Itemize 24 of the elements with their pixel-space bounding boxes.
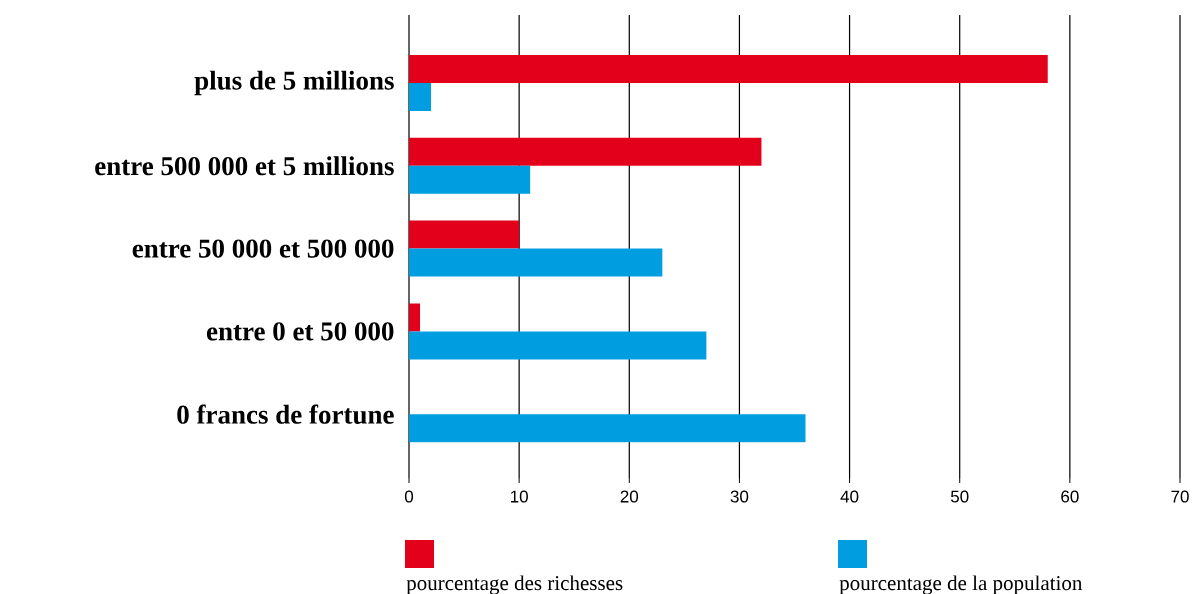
- x-tick-label: 40: [840, 490, 859, 503]
- bar: [409, 414, 806, 443]
- y-tick-label: entre 500 000 et 5 millions: [95, 156, 394, 176]
- legend-label: pourcentage des richesses: [406, 575, 623, 594]
- x-tick-label: 60: [1061, 490, 1079, 503]
- bar: [409, 54, 1048, 83]
- x-tick-label: 30: [730, 490, 749, 503]
- y-tick-label: 0 francs de fortune: [177, 404, 394, 424]
- y-tick-label: entre 0 et 50 000: [206, 322, 394, 341]
- y-tick-label: plus de 5 millions: [194, 70, 394, 96]
- bar: [409, 331, 707, 360]
- bar: [409, 137, 762, 166]
- legend-label: pourcentage de la population: [839, 575, 1083, 594]
- x-tick-label: 50: [950, 490, 969, 503]
- x-tick-label: 20: [620, 490, 639, 503]
- bar: [409, 248, 663, 277]
- y-tick-label: entre 50 000 et 500 000: [132, 239, 394, 258]
- x-tick-label: 0: [404, 490, 414, 503]
- bar: [409, 220, 520, 249]
- x-tick-label: 70: [1171, 490, 1189, 503]
- bar: [409, 82, 432, 111]
- bar: [409, 303, 421, 332]
- x-tick-label: 10: [510, 490, 528, 503]
- bar: [409, 165, 531, 194]
